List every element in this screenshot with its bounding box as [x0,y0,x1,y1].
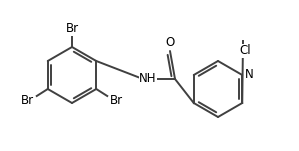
Text: NH: NH [139,72,157,85]
Text: O: O [165,37,175,50]
Text: Cl: Cl [239,45,251,58]
Text: Br: Br [65,22,79,35]
Text: Br: Br [110,93,123,106]
Text: N: N [245,69,254,82]
Text: Br: Br [21,93,34,106]
